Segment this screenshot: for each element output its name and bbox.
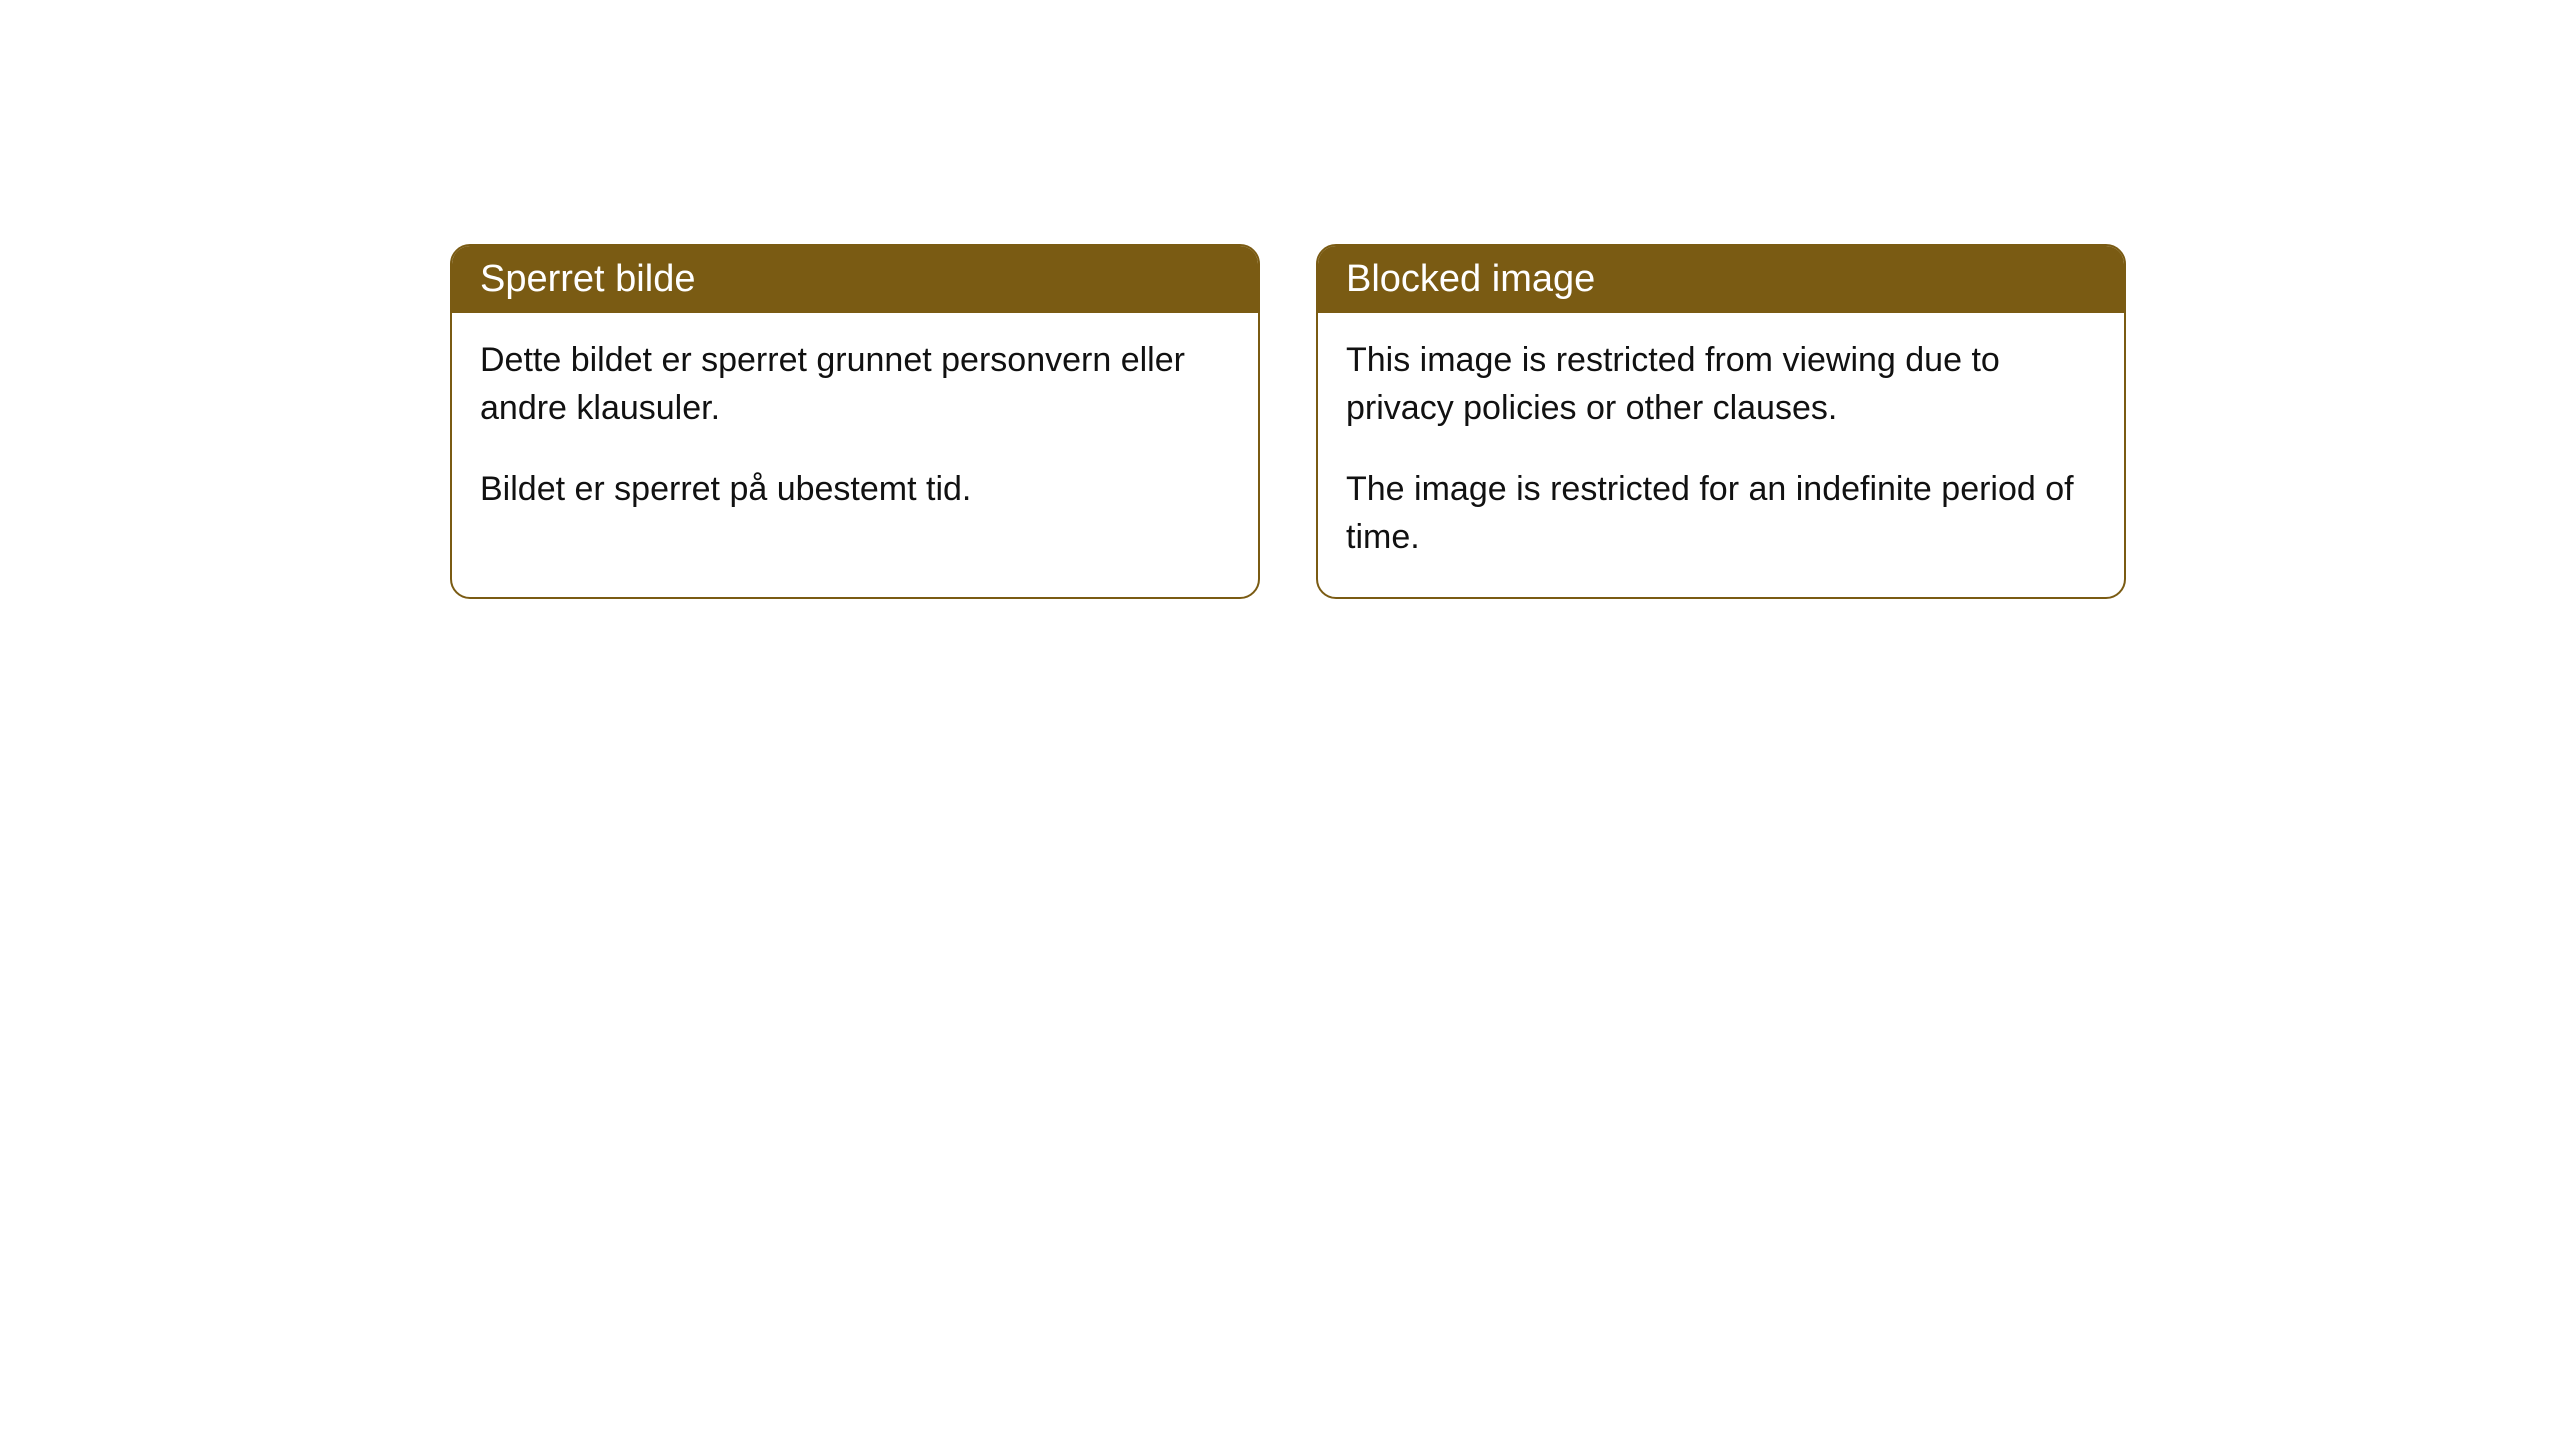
card-text: This image is restricted from viewing du… — [1346, 337, 2096, 432]
card-text: Dette bildet er sperret grunnet personve… — [480, 337, 1230, 432]
notice-cards-container: Sperret bilde Dette bildet er sperret gr… — [450, 244, 2560, 599]
notice-card-norwegian: Sperret bilde Dette bildet er sperret gr… — [450, 244, 1260, 599]
card-text: Bildet er sperret på ubestemt tid. — [480, 466, 1230, 514]
card-header: Sperret bilde — [452, 246, 1258, 313]
card-body: This image is restricted from viewing du… — [1318, 313, 2124, 597]
card-text: The image is restricted for an indefinit… — [1346, 466, 2096, 561]
notice-card-english: Blocked image This image is restricted f… — [1316, 244, 2126, 599]
card-header: Blocked image — [1318, 246, 2124, 313]
card-body: Dette bildet er sperret grunnet personve… — [452, 313, 1258, 550]
